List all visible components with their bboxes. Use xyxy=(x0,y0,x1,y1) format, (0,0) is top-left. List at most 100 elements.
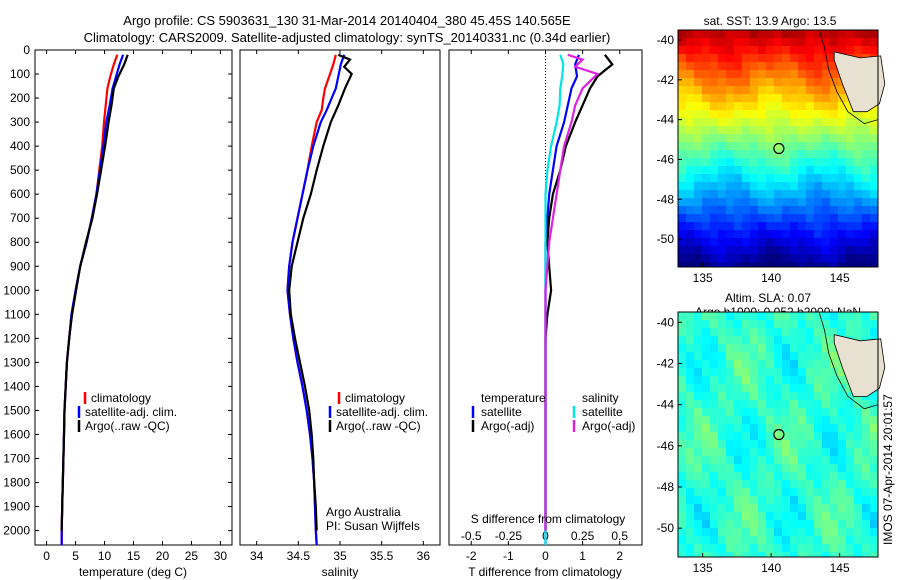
map-cell xyxy=(718,424,726,432)
map-cell xyxy=(766,448,774,456)
map-cell xyxy=(678,312,686,320)
map-cell xyxy=(782,496,790,504)
map-cell xyxy=(830,552,838,557)
map-cell xyxy=(718,496,726,504)
map-cell xyxy=(702,254,710,262)
map-cell xyxy=(806,102,814,110)
map-cell xyxy=(854,512,862,520)
map-cell xyxy=(750,376,758,384)
map-cell xyxy=(726,360,734,368)
map-cell xyxy=(870,38,878,46)
map-cell xyxy=(766,528,774,536)
map-cell xyxy=(830,230,838,238)
map-cell xyxy=(830,94,838,102)
map-cell xyxy=(838,368,846,376)
salinity-plot: 34 34.5 35 35.5 36 xyxy=(250,50,430,563)
map-cell xyxy=(718,488,726,496)
map-cell xyxy=(862,30,870,38)
map-cell xyxy=(814,384,822,392)
map-cell xyxy=(838,328,846,336)
map-cell xyxy=(774,174,782,182)
map-cell xyxy=(702,368,710,376)
map-cell xyxy=(734,118,742,126)
map-cell xyxy=(830,488,838,496)
map-cell xyxy=(742,544,750,552)
map-cell xyxy=(782,190,790,198)
map-cell xyxy=(838,312,846,320)
map-cell xyxy=(726,328,734,336)
map-cell xyxy=(854,222,862,230)
map-cell xyxy=(822,536,830,544)
map-cell xyxy=(814,536,822,544)
map-cell xyxy=(750,206,758,214)
map-cell xyxy=(814,110,822,118)
map-cell xyxy=(686,488,694,496)
map-cell xyxy=(838,182,846,190)
map-cell xyxy=(798,352,806,360)
map-cell xyxy=(790,440,798,448)
map-cell xyxy=(686,222,694,230)
map-cell xyxy=(750,38,758,46)
map-cell xyxy=(830,158,838,166)
map-cell xyxy=(742,440,750,448)
map-cell xyxy=(806,206,814,214)
map-cell xyxy=(718,512,726,520)
map-cell xyxy=(718,110,726,118)
map-cell xyxy=(782,512,790,520)
map-cell xyxy=(734,312,742,320)
map-cell xyxy=(814,320,822,328)
map-cell xyxy=(846,174,854,182)
map-cell xyxy=(686,352,694,360)
map-cell xyxy=(806,246,814,254)
map-cell xyxy=(806,336,814,344)
map-cell xyxy=(822,416,830,424)
map-cell xyxy=(686,102,694,110)
map-cell xyxy=(790,86,798,94)
map-cell xyxy=(790,424,798,432)
map-cell xyxy=(830,198,838,206)
map-cell xyxy=(742,520,750,528)
map-cell xyxy=(862,134,870,142)
map-cell xyxy=(678,384,686,392)
map-cell xyxy=(758,206,766,214)
map-cell xyxy=(750,94,758,102)
map-cell xyxy=(838,46,846,54)
map-cell xyxy=(806,222,814,230)
map-cell xyxy=(766,30,774,38)
map-cell xyxy=(734,190,742,198)
map-cell xyxy=(710,472,718,480)
map-cell xyxy=(678,360,686,368)
map-cell xyxy=(854,464,862,472)
map-cell xyxy=(862,198,870,206)
map-cell xyxy=(814,488,822,496)
map-cell xyxy=(766,416,774,424)
map-cell xyxy=(862,312,870,320)
map-cell xyxy=(870,392,878,400)
map-cell xyxy=(862,262,870,267)
map-cell xyxy=(838,206,846,214)
map-cell xyxy=(694,328,702,336)
map-cell xyxy=(854,118,862,126)
map-cell xyxy=(686,126,694,134)
map-cell xyxy=(678,504,686,512)
map-cell xyxy=(774,528,782,536)
map-cell xyxy=(790,150,798,158)
map-cell xyxy=(750,520,758,528)
map-cell xyxy=(694,520,702,528)
map-cell xyxy=(790,214,798,222)
map-cell xyxy=(702,360,710,368)
map-cell xyxy=(782,504,790,512)
map-cell xyxy=(790,262,798,267)
map-cell xyxy=(702,328,710,336)
map-cell xyxy=(686,206,694,214)
map-cell xyxy=(678,512,686,520)
map-cell xyxy=(822,368,830,376)
map-cell xyxy=(774,416,782,424)
y-tick-label: 100 xyxy=(10,67,30,81)
map-cell xyxy=(798,480,806,488)
map-cell xyxy=(750,238,758,246)
map-cell xyxy=(782,134,790,142)
map-cell xyxy=(814,30,822,38)
map-cell xyxy=(846,46,854,54)
map-cell xyxy=(686,198,694,206)
